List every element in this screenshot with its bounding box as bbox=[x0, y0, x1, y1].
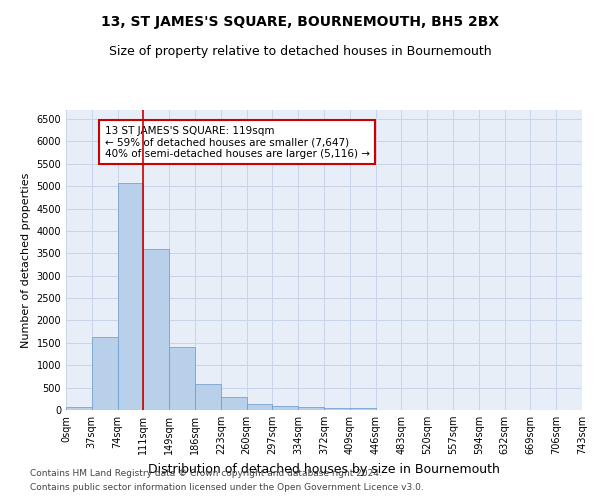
Text: 13, ST JAMES'S SQUARE, BOURNEMOUTH, BH5 2BX: 13, ST JAMES'S SQUARE, BOURNEMOUTH, BH5 … bbox=[101, 15, 499, 29]
Bar bbox=[247, 404, 272, 410]
Bar bbox=[298, 406, 324, 410]
Bar bbox=[169, 348, 195, 410]
X-axis label: Distribution of detached houses by size in Bournemouth: Distribution of detached houses by size … bbox=[148, 462, 500, 475]
Bar bbox=[324, 408, 350, 410]
Text: 13 ST JAMES'S SQUARE: 119sqm
← 59% of detached houses are smaller (7,647)
40% of: 13 ST JAMES'S SQUARE: 119sqm ← 59% of de… bbox=[105, 126, 370, 159]
Bar bbox=[118, 183, 143, 410]
Bar bbox=[92, 337, 118, 410]
Bar bbox=[350, 408, 376, 410]
Y-axis label: Number of detached properties: Number of detached properties bbox=[21, 172, 31, 348]
Bar bbox=[221, 397, 247, 410]
Text: Contains public sector information licensed under the Open Government Licence v3: Contains public sector information licen… bbox=[30, 484, 424, 492]
Bar bbox=[195, 384, 221, 410]
Bar bbox=[66, 406, 92, 410]
Bar bbox=[143, 249, 169, 410]
Bar bbox=[272, 406, 298, 410]
Text: Size of property relative to detached houses in Bournemouth: Size of property relative to detached ho… bbox=[109, 45, 491, 58]
Text: Contains HM Land Registry data © Crown copyright and database right 2024.: Contains HM Land Registry data © Crown c… bbox=[30, 468, 382, 477]
